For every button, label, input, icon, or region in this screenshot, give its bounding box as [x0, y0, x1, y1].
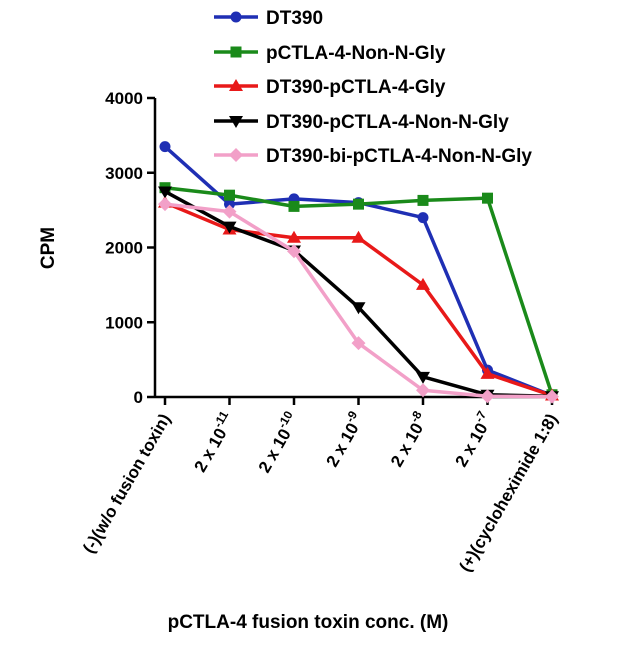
series-dt390-pctla-4-non-n-gly [158, 186, 559, 404]
y-tick-label: 1000 [105, 313, 143, 332]
legend-marker [229, 116, 243, 128]
data-point [417, 212, 429, 224]
data-point [222, 221, 237, 234]
data-point [159, 141, 171, 153]
legend-item: DT390-bi-pCTLA-4-Non-N-Gly [214, 146, 532, 167]
data-point [222, 204, 237, 219]
legend-label: DT390-bi-pCTLA-4-Non-N-Gly [266, 146, 532, 167]
data-point [353, 198, 364, 210]
legend-marker [229, 148, 243, 162]
data-point [351, 336, 366, 351]
legend-item: DT390-pCTLA-4-Non-N-Gly [214, 112, 509, 133]
data-point [416, 383, 430, 398]
legend-marker [230, 46, 242, 58]
data-point [351, 230, 366, 243]
legend-marker [230, 11, 242, 23]
chart-legend: DT390 pCTLA-4-Non-N-Gly DT390-pCTLA-4-Gly D… [214, 8, 532, 167]
series-dt390 [159, 141, 558, 402]
chart-series [158, 141, 559, 404]
data-point [287, 244, 301, 259]
x-axis-ticks: (-)(w/o fusion toxin) 2 x 10-112 x 10-10 2… [79, 397, 561, 575]
legend-item: DT390 [214, 8, 323, 29]
data-point [288, 200, 300, 212]
series-dt390-pctla-4-gly [158, 195, 559, 401]
data-point [482, 192, 493, 204]
y-axis-ticks: 0 1000 2000 3000 4000 [105, 89, 155, 407]
data-point [158, 186, 172, 199]
data-point [545, 389, 559, 404]
data-point [416, 371, 430, 384]
series-dt390-bi-pctla-4-non-n-gly [158, 197, 559, 404]
data-point [224, 189, 235, 201]
series-line [163, 145, 553, 398]
legend-label: pCTLA-4-Non-N-Gly [266, 43, 446, 64]
legend-marker [229, 79, 243, 91]
x-tick-label: 2 x 10-7 [448, 408, 497, 470]
legend-label: DT390-pCTLA-4-Non-N-Gly [266, 112, 509, 133]
data-point [224, 198, 235, 210]
legend-item: DT390-pCTLA-4-Gly [214, 77, 446, 98]
y-tick-label: 3000 [105, 164, 143, 183]
x-tick-label: (-)(w/o fusion toxin) [79, 411, 174, 557]
data-point [158, 197, 172, 212]
series-pctla-4-non-n-gly [159, 182, 558, 401]
y-tick-label: 2000 [105, 239, 143, 258]
y-tick-label: 0 [134, 388, 143, 407]
x-tick-label: 2 x 10-9 [319, 408, 368, 470]
x-tick-label: 2 x 10-10 [251, 408, 303, 476]
series-line [164, 185, 554, 396]
legend-item: pCTLA-4-Non-N-Gly [214, 43, 446, 64]
data-point [416, 277, 430, 290]
y-tick-label: 4000 [105, 89, 143, 108]
chart-axes [153, 98, 555, 399]
data-point [480, 366, 495, 379]
legend-label: DT390 [266, 8, 323, 29]
y-axis-label: CPM [38, 227, 59, 269]
data-point [480, 389, 495, 404]
x-tick-label: 2 x 10-11 [187, 408, 239, 475]
x-tick-label: 2 x 10-8 [384, 408, 433, 470]
legend-label: DT390-pCTLA-4-Gly [266, 77, 446, 98]
data-point [351, 302, 366, 315]
data-point [417, 194, 429, 206]
data-point [287, 230, 301, 243]
x-axis-label: pCTLA-4 fusion toxin conc. (M) [168, 612, 449, 633]
